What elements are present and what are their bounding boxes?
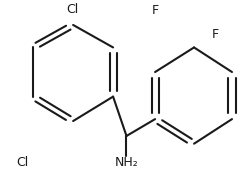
Text: NH₂: NH₂ (114, 156, 138, 169)
Text: Cl: Cl (17, 156, 29, 169)
Text: F: F (151, 4, 159, 17)
Text: Cl: Cl (66, 3, 78, 16)
Text: F: F (210, 28, 217, 42)
